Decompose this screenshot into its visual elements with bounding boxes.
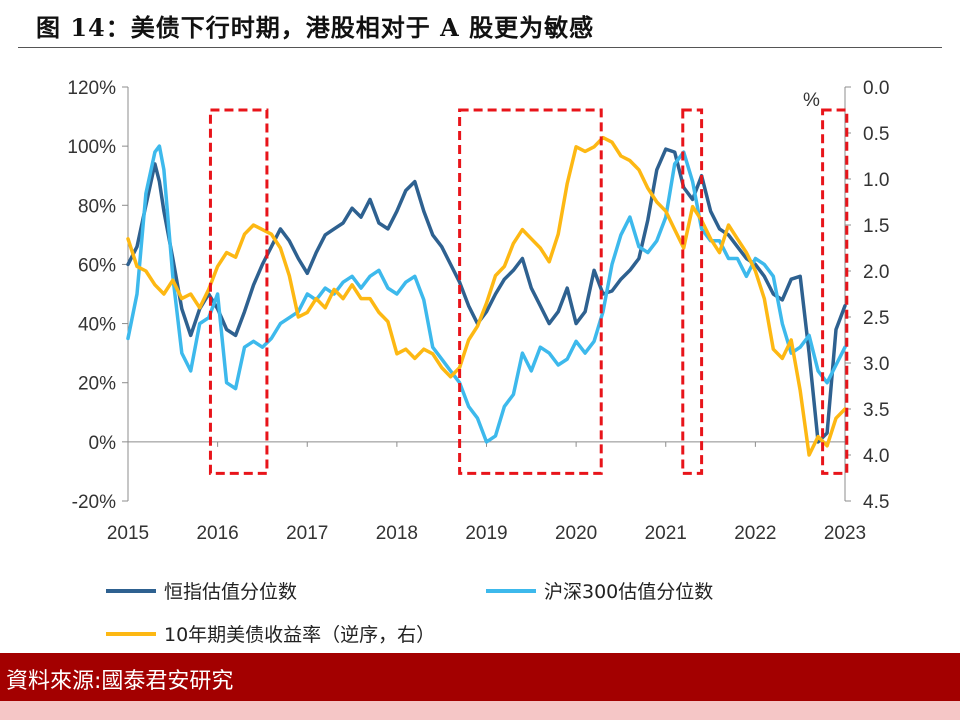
x-axis-tick-label: 2016 [196, 523, 238, 544]
left-axis-tick-label: 80% [78, 196, 116, 217]
left-axis-tick-label: 100% [67, 137, 116, 158]
x-axis-tick-label: 2020 [555, 523, 597, 544]
right-axis-unit: % [803, 90, 820, 111]
legend-label-ust10y: 10年期美债收益率（逆序，右） [164, 624, 436, 646]
legend-label-csi300: 沪深300估值分位数 [544, 581, 714, 603]
right-axis-tick-label: 3.0 [863, 354, 889, 375]
right-axis-tick-label: 4.0 [863, 446, 889, 467]
legend-swatch-csi300 [486, 588, 536, 593]
title-divider [18, 47, 942, 48]
legend-swatch-hsi [106, 588, 156, 593]
left-axis-tick-label: -20% [72, 492, 116, 513]
x-axis-tick-label: 2021 [645, 523, 687, 544]
right-axis-tick-label: 1.0 [863, 170, 889, 191]
line-chart: -20% 0% 20% 40% 60% 80% 100% 120% 0.0 0.5 1.0 1.5 2.… [67, 78, 889, 544]
left-axis-tick-label: 120% [67, 78, 116, 99]
legend-swatch-ust10y [106, 631, 156, 636]
legend-label-hsi: 恒指估值分位数 [164, 581, 298, 603]
series-ust10y-yield-line [126, 135, 847, 457]
legend-item-hsi: 恒指估值分位数 [106, 577, 297, 604]
legend-item-ust10y: 10年期美债收益率（逆序，右） [106, 620, 435, 647]
figure-title: 图 14：美债下行时期，港股相对于 A 股更为敏感 [36, 13, 595, 42]
highlight-box [458, 108, 603, 475]
x-axis-tick-label: 2017 [286, 523, 328, 544]
source-note: 資料來源:國泰君安研究 [6, 669, 234, 694]
legend-item-csi300: 沪深300估值分位数 [486, 577, 713, 604]
left-axis-tick-label: 60% [78, 255, 116, 276]
x-axis-tick-label: 2019 [465, 523, 507, 544]
x-axis-tick-label: 2023 [824, 523, 866, 544]
footer-band [0, 701, 960, 720]
x-axis-tick-label: 2022 [734, 523, 776, 544]
left-axis-tick-label: 20% [78, 374, 116, 395]
left-axis-tick-label: 0% [89, 433, 117, 454]
right-axis-tick-label: 4.5 [863, 492, 889, 513]
right-axis-tick-label: 1.5 [863, 216, 889, 237]
x-axis-tick-label: 2018 [376, 523, 418, 544]
series-csi300-valuation-line [126, 144, 847, 444]
x-axis-tick-label: 2015 [107, 523, 149, 544]
series-hsi-valuation-line [126, 147, 847, 444]
right-axis-tick-label: 3.5 [863, 400, 889, 421]
source-band [0, 653, 960, 701]
highlight-box [821, 108, 849, 475]
right-axis-tick-label: 2.0 [863, 262, 889, 283]
right-axis-tick-label: 2.5 [863, 308, 889, 329]
highlight-box [208, 108, 269, 475]
right-axis-tick-label: 0.0 [863, 78, 889, 99]
left-axis-tick-label: 40% [78, 315, 116, 336]
highlight-box [681, 108, 704, 475]
right-axis-tick-label: 0.5 [863, 124, 889, 145]
